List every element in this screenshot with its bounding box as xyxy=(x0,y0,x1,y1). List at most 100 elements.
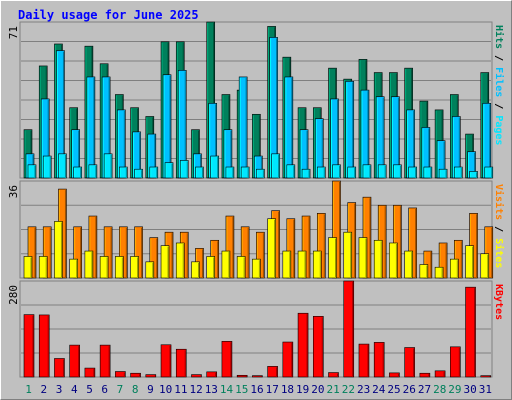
bar-files-day-22 xyxy=(345,81,355,179)
bar-kbytes-day-29 xyxy=(450,346,461,378)
bar-pages-day-6 xyxy=(103,153,113,179)
bar-pages-day-14 xyxy=(225,166,235,179)
x-tick-label: 13 xyxy=(205,383,218,396)
bar-kbytes-day-11 xyxy=(175,348,187,378)
bar-kbytes-day-25 xyxy=(389,372,400,378)
bar-pages-day-8 xyxy=(134,168,143,179)
bar-pages-day-28 xyxy=(438,168,448,179)
bar-kbytes-day-9 xyxy=(145,374,157,378)
x-tick-label: 18 xyxy=(281,383,294,396)
bar-kbytes-day-4 xyxy=(69,344,80,378)
x-tick-label: 11 xyxy=(174,383,187,396)
bar-kbytes-day-26 xyxy=(404,347,415,378)
bar-pages-day-21 xyxy=(332,164,341,179)
bar-sites-day-9 xyxy=(145,261,155,279)
bar-kbytes-day-14 xyxy=(221,341,233,378)
bar-kbytes-day-17 xyxy=(267,366,278,378)
bar-kbytes-day-27 xyxy=(419,372,431,378)
bar-kbytes-day-30 xyxy=(465,286,476,378)
series-label-part: Sites xyxy=(493,238,505,268)
bar-sites-day-16 xyxy=(252,258,261,279)
series-label-part: Files xyxy=(493,67,505,97)
panel-2-max-tick-label: 36 xyxy=(7,185,20,198)
x-tick-label: 16 xyxy=(250,383,263,396)
x-tick-label: 15 xyxy=(235,383,248,396)
bar-sites-day-11 xyxy=(175,242,185,279)
series-label-part: / xyxy=(493,97,504,115)
bar-pages-day-31 xyxy=(484,166,494,179)
bar-pages-day-26 xyxy=(408,166,417,179)
x-tick-label: 19 xyxy=(296,383,309,396)
x-tick-label: 24 xyxy=(372,383,386,396)
bar-sites-day-7 xyxy=(115,256,124,279)
bar-sites-day-26 xyxy=(404,250,413,279)
bar-pages-day-9 xyxy=(149,166,159,179)
bar-sites-day-13 xyxy=(206,256,216,279)
x-tick-label: 27 xyxy=(418,383,431,396)
bar-sites-day-27 xyxy=(419,264,429,279)
bar-pages-day-13 xyxy=(210,155,220,179)
bar-pages-day-2 xyxy=(42,155,52,179)
bar-sites-day-23 xyxy=(358,237,368,279)
bar-sites-day-31 xyxy=(480,253,490,279)
bar-pages-day-30 xyxy=(469,171,478,179)
x-tick-label: 25 xyxy=(387,383,400,396)
bar-sites-day-22 xyxy=(343,231,353,279)
bar-sites-day-2 xyxy=(38,256,48,279)
x-tick-label: 23 xyxy=(357,383,370,396)
bar-pages-day-27 xyxy=(423,166,433,179)
bar-sites-day-24 xyxy=(373,239,383,279)
bar-sites-day-15 xyxy=(236,256,246,279)
bar-files-day-18 xyxy=(284,76,294,179)
x-tick-label: 1 xyxy=(25,383,32,396)
series-label-part: Hits xyxy=(493,25,505,49)
bar-sites-day-18 xyxy=(282,250,292,279)
bar-files-day-5 xyxy=(86,76,96,179)
bar-kbytes-day-8 xyxy=(130,372,141,378)
bar-kbytes-day-7 xyxy=(115,371,126,378)
bar-visits-day-31 xyxy=(484,226,494,279)
bar-sites-day-28 xyxy=(434,266,444,279)
bar-pages-day-10 xyxy=(164,162,174,179)
x-tick-label: 9 xyxy=(147,383,154,396)
bar-kbytes-day-28 xyxy=(434,370,446,378)
bar-pages-day-7 xyxy=(119,166,128,179)
bar-kbytes-day-18 xyxy=(282,341,294,378)
bar-kbytes-day-10 xyxy=(160,344,172,378)
bar-sites-day-17 xyxy=(267,218,276,279)
bar-kbytes-day-23 xyxy=(358,343,370,378)
x-tick-label: 2 xyxy=(41,383,48,396)
bar-sites-day-8 xyxy=(130,256,139,279)
bar-sites-day-5 xyxy=(84,250,94,279)
x-tick-label: 26 xyxy=(403,383,416,396)
x-tick-label: 7 xyxy=(117,383,124,396)
x-tick-label: 20 xyxy=(311,383,324,396)
bar-pages-day-25 xyxy=(393,164,402,179)
bar-pages-day-12 xyxy=(195,166,204,179)
bar-files-day-15 xyxy=(238,76,248,179)
bar-pages-day-23 xyxy=(362,164,372,179)
panel-3-max-tick-label: 280 xyxy=(7,285,20,305)
bar-sites-day-10 xyxy=(160,245,170,279)
bar-kbytes-day-20 xyxy=(312,316,324,378)
series-label-part: KBytes xyxy=(493,284,504,320)
bar-pages-day-1 xyxy=(27,164,37,179)
x-tick-label: 14 xyxy=(220,383,234,396)
bar-pages-day-29 xyxy=(454,166,463,179)
panel-1-series-label: Hits / Files / Pages xyxy=(493,25,505,145)
bar-pages-day-20 xyxy=(316,166,326,179)
panel-3-series-label: KBytes xyxy=(493,284,504,320)
bar-kbytes-day-1 xyxy=(23,314,35,378)
x-tick-label: 4 xyxy=(71,383,78,396)
bar-pages-day-5 xyxy=(88,164,98,179)
bar-sites-day-25 xyxy=(389,242,398,279)
series-label-part: Pages xyxy=(493,115,504,145)
bar-kbytes-day-15 xyxy=(236,374,248,378)
bar-pages-day-16 xyxy=(256,168,265,179)
bar-kbytes-day-16 xyxy=(252,375,263,378)
bar-sites-day-19 xyxy=(297,250,307,279)
bar-pages-day-11 xyxy=(179,160,189,179)
bar-sites-day-20 xyxy=(312,250,322,279)
series-label-part: / xyxy=(493,49,504,67)
bar-pages-day-15 xyxy=(240,166,250,179)
